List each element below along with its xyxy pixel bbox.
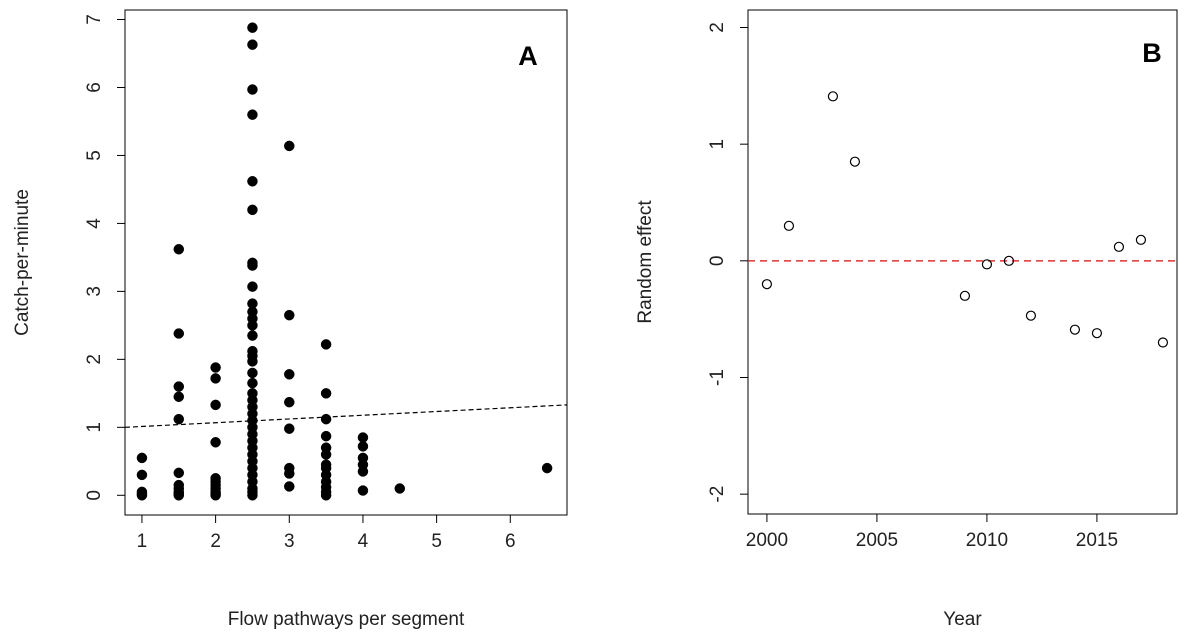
point [210,437,221,448]
panel-label: A [518,41,538,71]
point [210,362,221,373]
y-tick-label: 1 [84,422,105,433]
point [173,413,185,425]
point [284,369,295,380]
y-tick-label: 7 [84,14,105,25]
point [761,279,773,290]
x-tick-label: 6 [505,531,516,552]
point [1003,255,1015,266]
point [1091,328,1103,339]
point [1113,241,1125,252]
y-tick-label: 4 [84,218,105,229]
point [357,485,369,496]
point [1157,337,1169,348]
point [247,367,258,379]
point [357,441,369,452]
point [959,290,971,301]
point [173,381,185,392]
point [247,281,258,292]
point [1025,310,1037,321]
point [1069,324,1081,335]
point [173,490,185,501]
point [1135,234,1147,245]
point [284,309,295,321]
point [210,490,221,501]
point [247,109,258,120]
point [210,373,221,384]
point [247,330,258,341]
x-tick-label: 2 [210,531,221,552]
x-tick-label: 2015 [1076,530,1118,551]
plot-frame [124,9,568,516]
point [247,84,258,95]
y-axis-label: Catch-per-minute [12,189,33,336]
point [173,391,185,402]
point [247,176,258,187]
y-tick-label: -2 [707,486,728,503]
point [136,469,148,481]
point [247,490,258,501]
point [247,22,258,33]
plot-frame [747,9,1178,515]
point [783,220,795,231]
point [284,423,295,434]
point [247,204,258,216]
x-tick-label: 2005 [856,530,898,551]
point [827,91,839,102]
x-tick-label: 2000 [746,530,788,551]
point [173,243,185,255]
point [136,488,148,500]
point [247,39,258,50]
y-tick-label: 0 [707,256,728,267]
point [320,339,332,350]
point [173,328,185,339]
point [247,260,258,271]
point [320,490,332,501]
point [541,462,553,474]
point [284,481,295,492]
point [247,320,258,331]
point [136,452,148,464]
point [320,430,332,442]
x-tick-label: 1 [137,531,148,552]
x-tick-label: 2010 [966,530,1008,551]
point [357,466,369,477]
x-axis-label: Flow pathways per segment [228,609,465,630]
point [210,399,221,411]
point [284,140,295,152]
x-tick-label: 3 [284,531,295,552]
y-tick-label: 5 [84,150,105,161]
x-tick-label: 4 [358,531,369,552]
y-tick-label: 0 [84,490,105,501]
trend-line [124,404,568,428]
y-tick-label: 1 [707,139,728,150]
x-tick-label: 5 [431,531,442,552]
point [247,356,258,367]
y-tick-label: 6 [84,82,105,93]
point [320,388,332,399]
point [173,467,185,479]
point [284,396,295,408]
x-axis-label: Year [943,609,982,630]
point [247,377,258,389]
point [849,156,861,167]
y-tick-label: -1 [707,369,728,386]
y-tick-label: 2 [84,354,105,365]
point [981,259,993,270]
point [284,468,295,479]
point [357,432,369,443]
y-axis-label: Random effect [635,200,656,324]
point [320,413,332,425]
point [320,449,332,460]
y-tick-label: 3 [84,286,105,297]
panel-label: B [1142,38,1162,68]
point [394,483,406,494]
y-tick-label: 2 [707,22,728,33]
